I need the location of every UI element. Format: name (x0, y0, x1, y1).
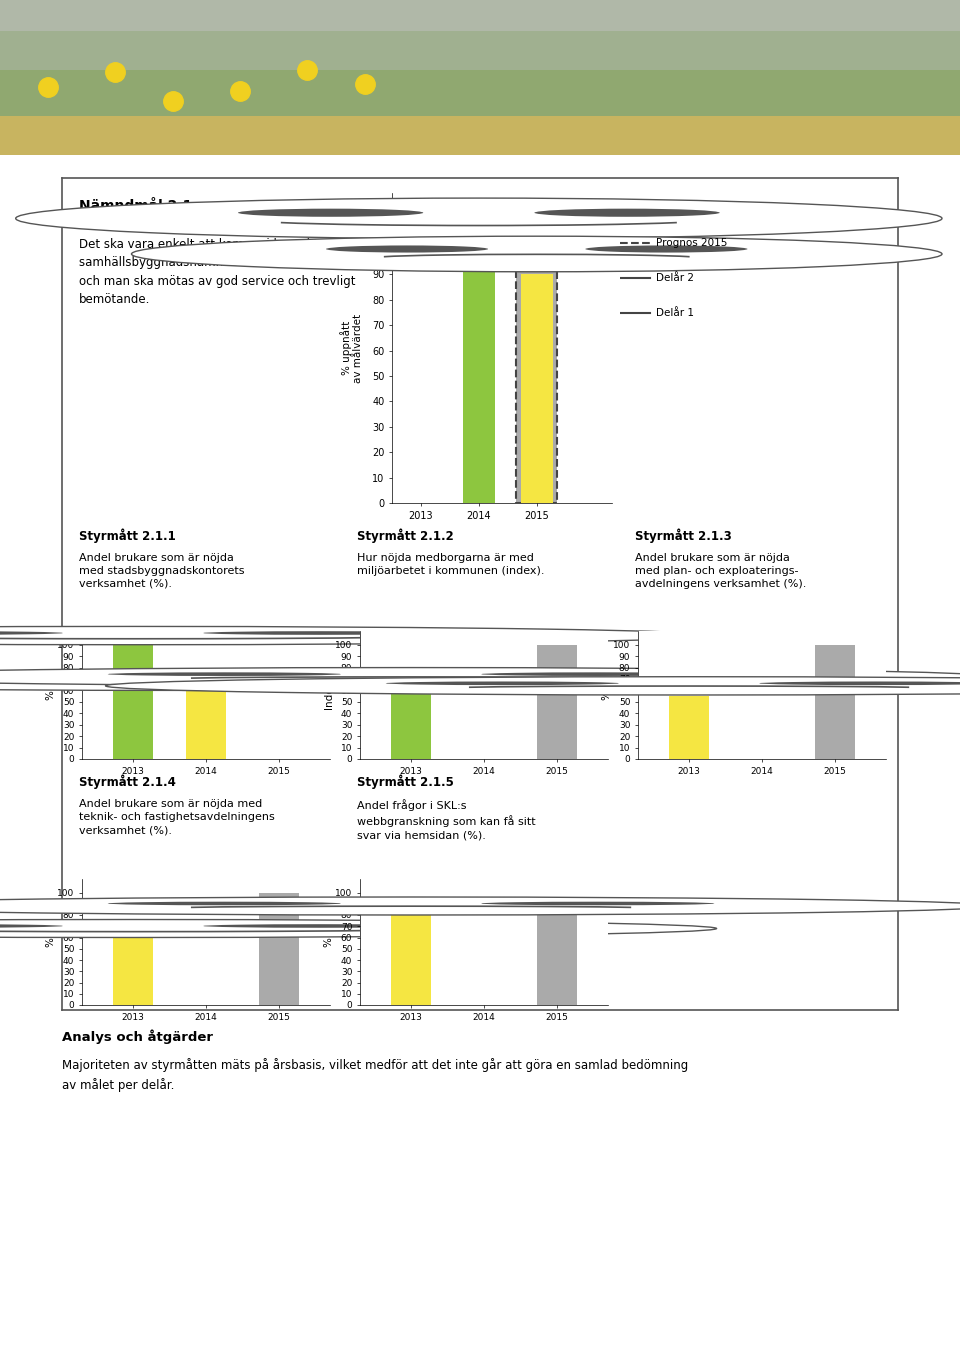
Text: Styrmått 2.1.1: Styrmått 2.1.1 (79, 528, 176, 543)
Text: Andel brukare som är nöjda
med stadsbyggnadskontorets
verksamhet (%).: Andel brukare som är nöjda med stadsbygg… (79, 553, 244, 589)
Circle shape (0, 919, 716, 937)
Circle shape (481, 672, 714, 676)
Circle shape (326, 246, 488, 253)
Circle shape (481, 902, 714, 906)
Circle shape (535, 209, 720, 217)
Circle shape (132, 236, 942, 272)
Circle shape (586, 246, 748, 253)
Y-axis label: Index: Index (324, 680, 334, 709)
Bar (521, 274, 553, 502)
Circle shape (386, 682, 619, 686)
Bar (391, 915, 431, 1005)
Bar (186, 690, 226, 759)
Text: www.karlskoga.se: www.karlskoga.se (819, 1328, 931, 1340)
Bar (815, 645, 855, 759)
Circle shape (204, 631, 437, 634)
Text: Andel brukare som är nöjda med
teknik- och fastighetsavdelningens
verksamhet (%): Andel brukare som är nöjda med teknik- o… (79, 799, 275, 835)
Circle shape (0, 676, 136, 680)
Bar (391, 687, 431, 759)
Text: Delår 1: Delår 1 (656, 308, 694, 318)
Y-axis label: %: % (46, 690, 56, 699)
Circle shape (108, 672, 341, 676)
Y-axis label: %: % (602, 690, 612, 699)
Circle shape (759, 682, 960, 686)
Text: Nämndmål 2.1: Nämndmål 2.1 (80, 200, 193, 213)
Circle shape (0, 898, 960, 915)
Text: Andel frågor i SKL:s
webbgranskning som kan få sitt
svar via hemsidan (%).: Andel frågor i SKL:s webbgranskning som … (357, 799, 536, 841)
Circle shape (0, 631, 63, 634)
Text: Prognos 2015: Prognos 2015 (656, 238, 728, 249)
Circle shape (276, 676, 510, 680)
Bar (537, 898, 577, 1005)
Circle shape (204, 925, 437, 928)
Text: Styrmått 2.1.5: Styrmått 2.1.5 (357, 774, 453, 789)
Bar (669, 697, 709, 759)
Text: Styrmått 2.1.3: Styrmått 2.1.3 (635, 528, 732, 543)
Text: Hur nöjda medborgarna är med
miljöarbetet i kommunen (index).: Hur nöjda medborgarna är med miljöarbete… (357, 553, 544, 576)
Bar (537, 645, 577, 759)
Circle shape (15, 198, 942, 239)
Bar (113, 937, 153, 1005)
Bar (463, 236, 494, 502)
Circle shape (106, 676, 960, 695)
Bar (259, 892, 299, 1005)
Circle shape (0, 925, 63, 928)
Y-axis label: % uppnått
av målvärdet: % uppnått av målvärdet (340, 314, 363, 383)
Bar (0, 117, 960, 155)
Y-axis label: %: % (324, 937, 334, 947)
Bar (0, 69, 960, 117)
Circle shape (0, 668, 960, 686)
Circle shape (0, 626, 716, 645)
Text: Styrmått 2.1.4: Styrmått 2.1.4 (79, 774, 176, 789)
Text: Styrmått 2.1.2: Styrmått 2.1.2 (357, 528, 453, 543)
Text: Andel brukare som är nöjda
med plan- och exploaterings-
avdelningens verksamhet : Andel brukare som är nöjda med plan- och… (635, 553, 806, 589)
Text: Det ska vara enkelt att komma i kontakt med
samhällsbyggnadsnämndens verksamhete: Det ska vara enkelt att komma i kontakt … (80, 238, 356, 307)
Text: Delår 2: Delår 2 (656, 273, 694, 282)
Bar (0, 0, 960, 31)
Bar (0, 31, 960, 69)
Circle shape (238, 209, 423, 217)
Circle shape (108, 902, 341, 906)
Circle shape (0, 672, 789, 690)
Y-axis label: %: % (46, 937, 56, 947)
Text: Analys och åtgärder: Analys och åtgärder (62, 1029, 213, 1044)
Bar (113, 645, 153, 759)
Text: Majoriteten av styrmåtten mäts på årsbasis, vilket medför att det inte går att g: Majoriteten av styrmåtten mäts på årsbas… (62, 1058, 688, 1092)
Bar (516, 262, 557, 502)
